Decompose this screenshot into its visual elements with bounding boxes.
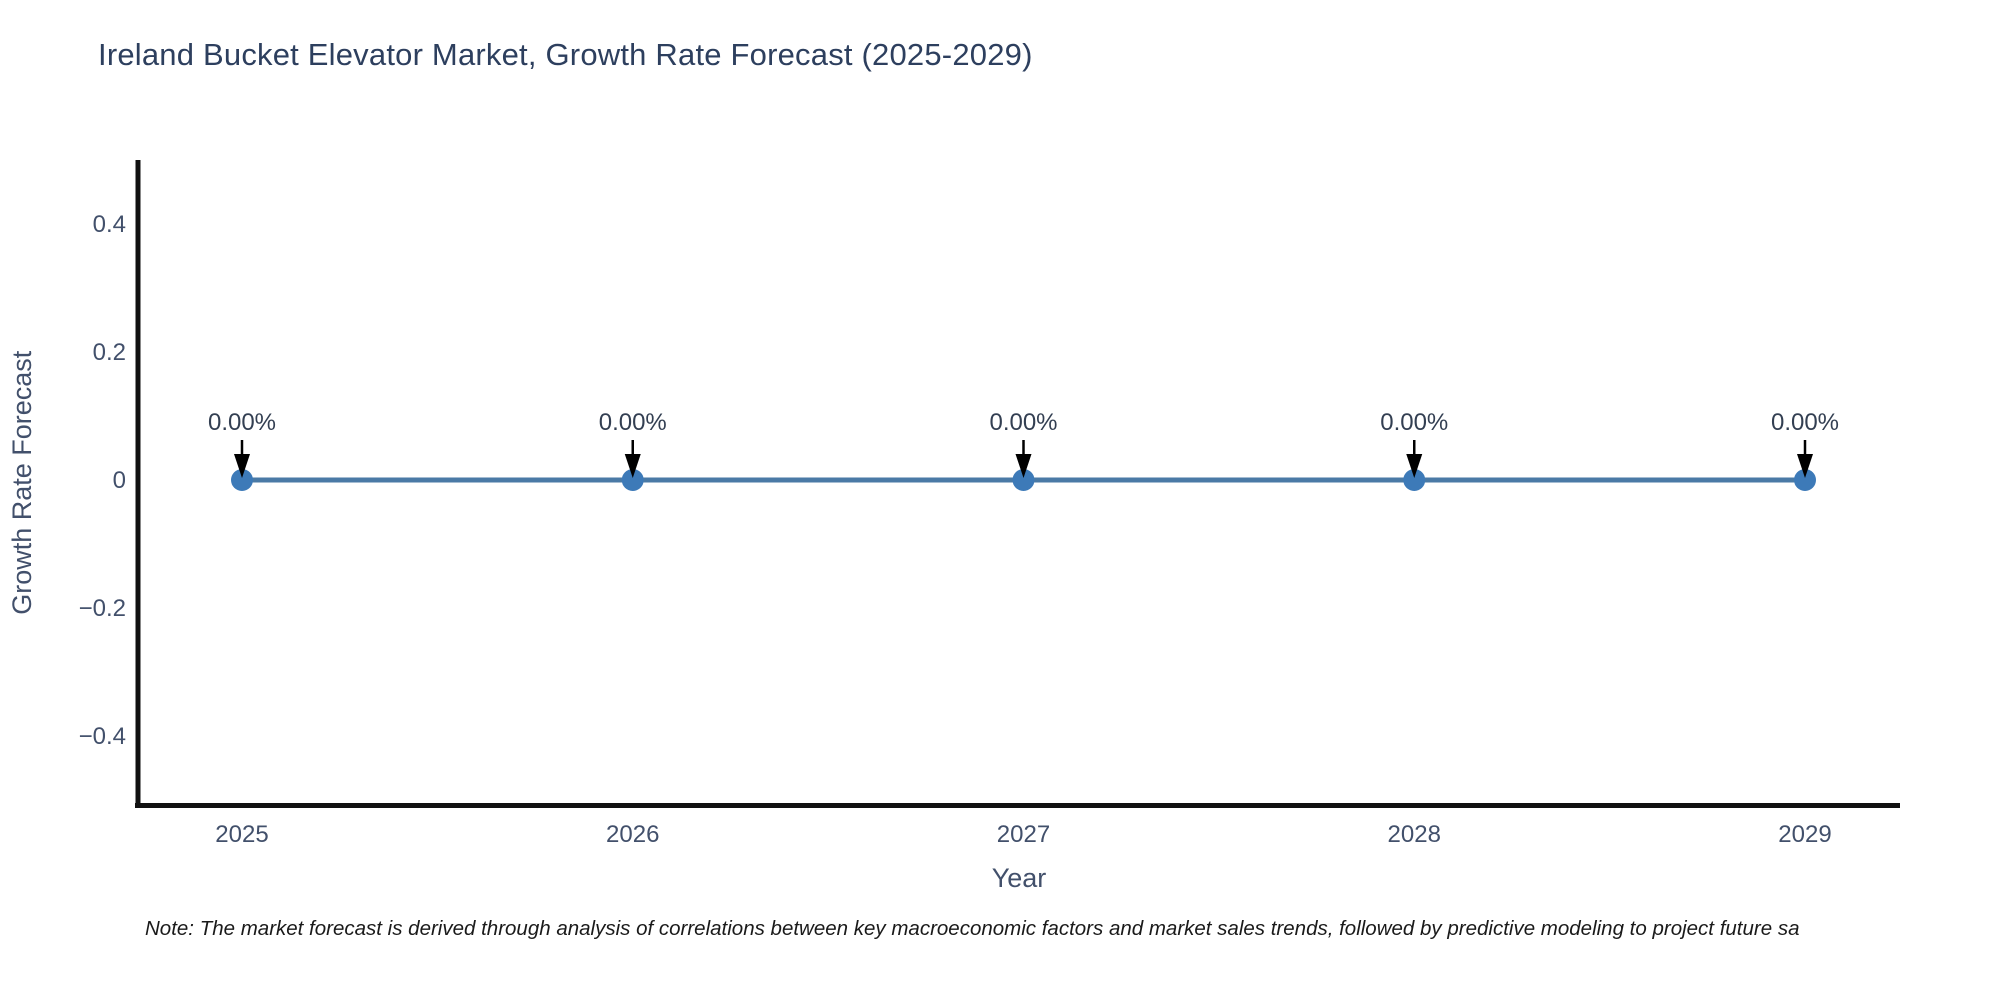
annotation-arrowhead xyxy=(1015,454,1032,478)
x-axis-title: Year xyxy=(992,863,1047,893)
point-value-label: 0.00% xyxy=(989,409,1057,436)
data-point-marker[interactable] xyxy=(231,469,253,491)
annotation-arrowhead xyxy=(1797,454,1813,478)
x-tick-label: 2027 xyxy=(997,821,1050,848)
point-value-label: 0.00% xyxy=(1380,409,1448,436)
data-point-marker[interactable] xyxy=(621,469,644,491)
x-tick-label: 2025 xyxy=(215,821,268,848)
y-tick-label: 0.4 xyxy=(93,211,126,238)
data-point-marker[interactable] xyxy=(1012,469,1035,491)
footnote-text: Note: The market forecast is derived thr… xyxy=(145,917,1800,940)
x-tick-label: 2028 xyxy=(1388,821,1441,848)
x-tick-label: 2026 xyxy=(606,821,659,848)
point-value-label: 0.00% xyxy=(1771,409,1839,436)
annotation-arrowhead xyxy=(1406,454,1423,478)
y-tick-label: −0.2 xyxy=(79,595,126,622)
y-tick-label: 0 xyxy=(113,467,126,494)
point-value-label: 0.00% xyxy=(599,409,667,436)
point-value-label: 0.00% xyxy=(208,409,276,436)
annotation-arrowhead xyxy=(624,454,641,478)
chart-title: Ireland Bucket Elevator Market, Growth R… xyxy=(98,37,1033,72)
x-tick-label: 2029 xyxy=(1778,821,1831,848)
y-axis-title: Growth Rate Forecast xyxy=(7,350,37,615)
data-point-marker[interactable] xyxy=(1794,469,1816,491)
y-tick-label: −0.4 xyxy=(79,723,126,750)
y-tick-label: 0.2 xyxy=(93,339,126,366)
annotation-arrowhead xyxy=(234,454,250,478)
data-point-marker[interactable] xyxy=(1403,469,1426,491)
